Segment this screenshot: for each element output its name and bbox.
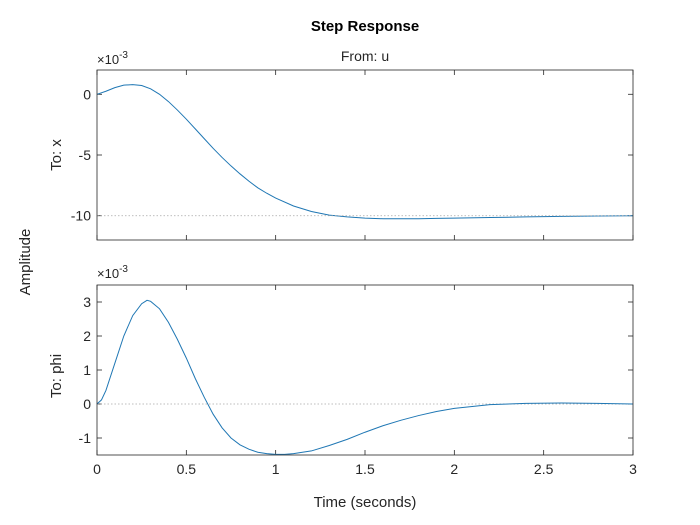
y-tick-label-top: -10 xyxy=(71,208,91,224)
amplitude-label: Amplitude xyxy=(17,229,34,296)
chart-title: Step Response xyxy=(311,18,419,35)
x-tick-label: 1 xyxy=(272,461,280,477)
x-tick-label: 0 xyxy=(93,461,101,477)
y-exponent-base-top: ×10 xyxy=(97,52,119,67)
y-exponent-base-bottom: ×10 xyxy=(97,266,119,281)
axes-box-bottom xyxy=(96,284,634,456)
y-exponent-top: ×10-3 xyxy=(97,50,128,67)
y-label-top: To: x xyxy=(48,139,65,171)
y-exponent-bottom: ×10-3 xyxy=(97,264,128,281)
y-tick-label-bottom: 2 xyxy=(83,328,91,344)
x-tick-label: 2 xyxy=(450,461,458,477)
x-tick-label: 1.5 xyxy=(355,461,375,477)
x-tick-label: 2.5 xyxy=(534,461,554,477)
time-axis-label: Time (seconds) xyxy=(314,494,417,511)
series-line-bottom xyxy=(96,299,634,455)
axes-box-top xyxy=(96,69,634,241)
y-tick-label-top: -5 xyxy=(79,147,92,163)
y-tick-label-bottom: -1 xyxy=(79,430,92,446)
x-tick-label: 0.5 xyxy=(177,461,197,477)
y-tick-label-bottom: 0 xyxy=(83,396,91,412)
y-tick-label-bottom: 3 xyxy=(83,294,91,310)
axes-top: To: x ×10-3 0 -5 -10 xyxy=(48,50,634,241)
y-label-bottom: To: phi xyxy=(48,354,65,398)
y-tick-label-top: 0 xyxy=(83,86,91,102)
series-line-top xyxy=(96,84,634,220)
y-exponent-power-top: -3 xyxy=(119,50,128,61)
input-subtitle: From: u xyxy=(341,48,389,64)
x-tick-label: 3 xyxy=(629,461,637,477)
y-exponent-power-bottom: -3 xyxy=(119,264,128,275)
y-tick-label-bottom: 1 xyxy=(83,362,91,378)
